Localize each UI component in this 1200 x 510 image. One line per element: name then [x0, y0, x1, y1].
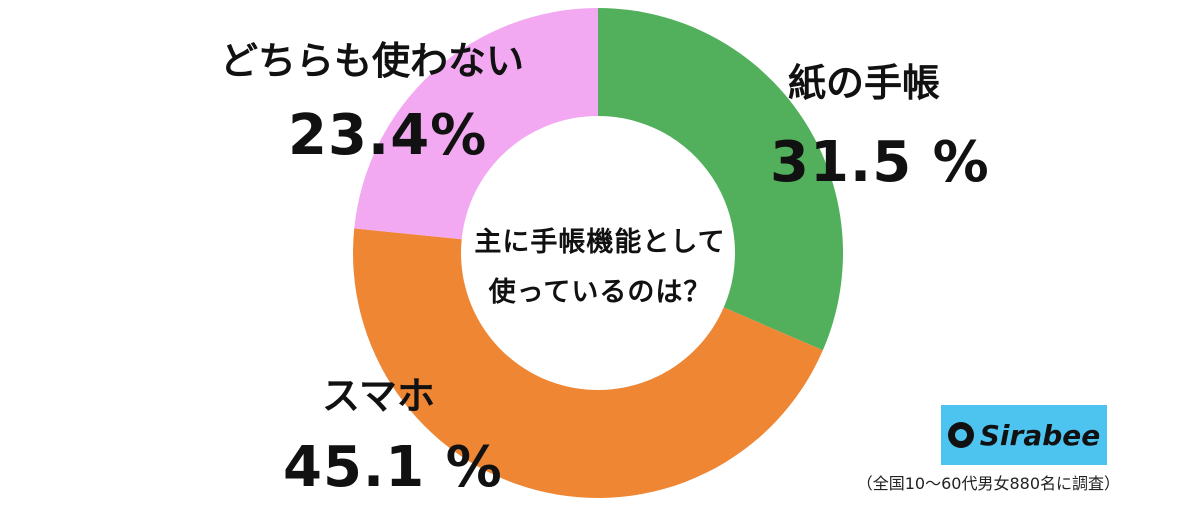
sirabee-logo-text: Sirabee: [979, 418, 1101, 452]
slice-neither: [354, 8, 598, 240]
center-question-line2: 使っているのは？: [488, 277, 712, 308]
category-label-neither: どちらも使わない: [220, 39, 525, 83]
category-label-paper-notebook: 紙の手帳: [788, 61, 941, 105]
survey-footnote: （全国10〜60代男女880名に調査）: [856, 474, 1120, 493]
value-label-neither: 23.4%: [288, 103, 488, 168]
slice-paper-notebook: [598, 8, 843, 351]
sirabee-logo: Sirabee: [941, 405, 1107, 465]
center-question-line1: 主に手帳機能として: [474, 227, 726, 258]
slice-smartphone: [353, 228, 823, 498]
value-label-paper-notebook: 31.5 %: [770, 130, 990, 195]
value-label-smartphone: 45.1 %: [283, 435, 503, 500]
category-label-smartphone: スマホ: [322, 374, 435, 418]
sirabee-logo-icon: [947, 422, 974, 448]
